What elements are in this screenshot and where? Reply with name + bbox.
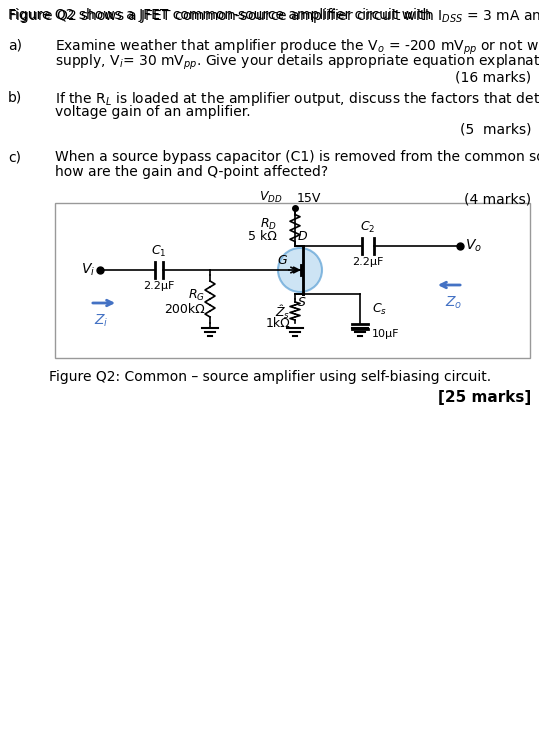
Text: 200kΩ: 200kΩ [164,302,205,316]
Text: voltage gain of an amplifier.: voltage gain of an amplifier. [55,105,251,119]
Text: a): a) [8,38,22,52]
Text: S: S [298,296,306,309]
Text: Examine weather that amplifier produce the V$_o$ = -200 mV$_{pp}$ or not when vo: Examine weather that amplifier produce t… [55,38,539,58]
FancyBboxPatch shape [55,203,530,358]
Text: 2.2μF: 2.2μF [143,281,175,291]
Text: [25 marks]: [25 marks] [438,390,531,405]
Text: $V_o$: $V_o$ [465,238,482,254]
Text: Figure Q2 shows a JFET common-source amplifier circuit with: Figure Q2 shows a JFET common-source amp… [8,8,436,22]
Text: $Z_i$: $Z_i$ [94,313,108,329]
Text: $R_G$: $R_G$ [188,287,205,302]
Text: 15V: 15V [297,192,321,205]
Text: b): b) [8,90,22,104]
Text: 5 kΩ: 5 kΩ [248,230,277,242]
Text: how are the gain and Q-point affected?: how are the gain and Q-point affected? [55,165,328,179]
Text: (4 marks): (4 marks) [464,192,531,206]
Text: If the R$_L$ is loaded at the amplifier output, discuss the factors that determi: If the R$_L$ is loaded at the amplifier … [55,90,539,108]
Text: G: G [278,254,287,267]
Text: D: D [298,230,308,243]
Text: $C_s$: $C_s$ [372,301,387,316]
Text: (5  marks): (5 marks) [460,122,531,136]
Text: $V_{DD}$: $V_{DD}$ [259,190,283,205]
Text: $C_1$: $C_1$ [151,244,167,259]
Text: supply, V$_i$= 30 mV$_{pp}$. Give your details appropriate equation explanations: supply, V$_i$= 30 mV$_{pp}$. Give your d… [55,53,539,73]
Text: $Z_o$: $Z_o$ [445,295,462,311]
Text: When a source bypass capacitor (C1) is removed from the common source circuit,: When a source bypass capacitor (C1) is r… [55,150,539,164]
Text: 1kΩ: 1kΩ [265,317,290,330]
Text: (16 marks): (16 marks) [455,70,531,84]
Text: c): c) [8,150,21,164]
Text: $V_i$: $V_i$ [81,262,95,278]
Text: $C_2$: $C_2$ [361,220,376,235]
Circle shape [278,248,322,292]
Text: $R_D$: $R_D$ [260,216,277,232]
Text: 10μF: 10μF [372,329,399,339]
Text: $Ẑ_s$: $Ẑ_s$ [275,302,290,321]
Text: Figure Q2 shows a JFET common-source amplifier circuit with I$_{DSS}$ = 3 mA and: Figure Q2 shows a JFET common-source amp… [8,8,539,27]
Text: Figure Q2: Common – source amplifier using self-biasing circuit.: Figure Q2: Common – source amplifier usi… [49,370,491,384]
Text: 2.2μF: 2.2μF [353,257,384,267]
